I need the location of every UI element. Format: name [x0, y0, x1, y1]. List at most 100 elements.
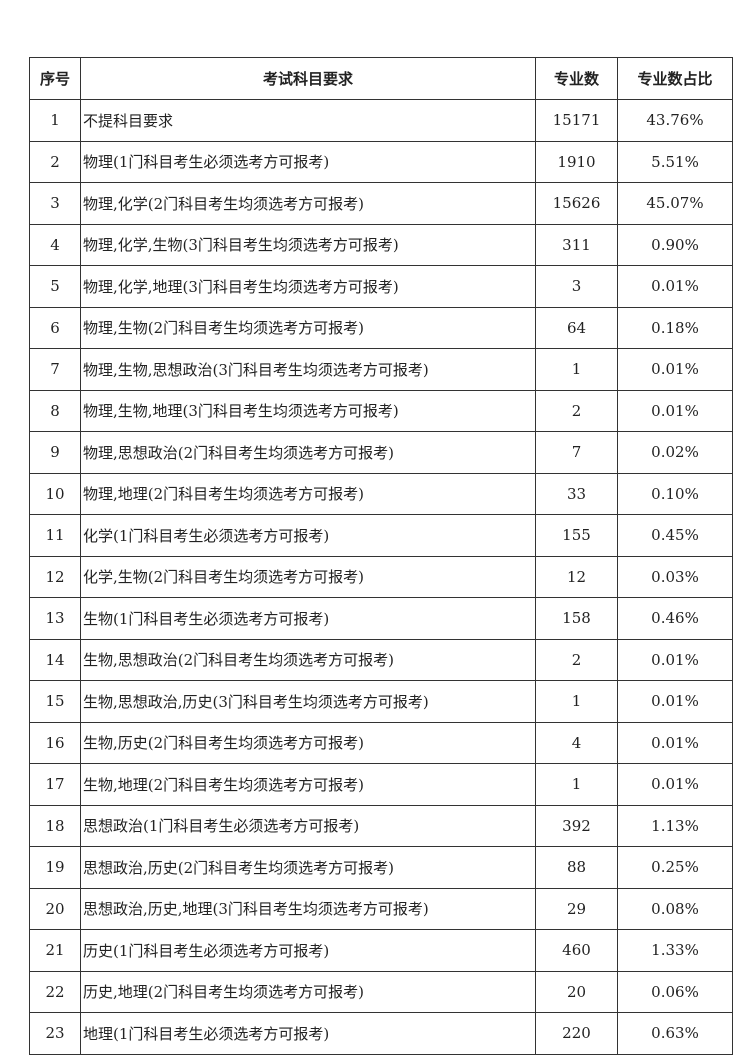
cell-ratio: 5.51% [617, 140, 733, 183]
cell-count: 311 [535, 223, 618, 266]
cell-requirement: 物理,生物(2门科目考生均须选考方可报考) [80, 306, 536, 349]
cell-requirement: 化学,生物(2门科目考生均须选考方可报考) [80, 555, 536, 598]
cell-index: 1 [29, 99, 81, 142]
cell-count: 3 [535, 265, 618, 308]
cell-ratio: 0.46% [617, 597, 733, 640]
cell-ratio: 0.01% [617, 638, 733, 681]
table-row: 18 思想政治(1门科目考生必须选考方可报考) 392 1.13% [29, 804, 733, 847]
cell-requirement: 生物(1门科目考生必须选考方可报考) [80, 597, 536, 640]
cell-count: 155 [535, 514, 618, 557]
cell-count: 7 [535, 431, 618, 474]
cell-ratio: 1.33% [617, 929, 733, 972]
cell-requirement: 不提科目要求 [80, 99, 536, 142]
cell-requirement: 生物,思想政治(2门科目考生均须选考方可报考) [80, 638, 536, 681]
cell-count: 12 [535, 555, 618, 598]
header-index: 序号 [29, 57, 81, 100]
cell-requirement: 物理,化学,地理(3门科目考生均须选考方可报考) [80, 265, 536, 308]
table-row: 14 生物,思想政治(2门科目考生均须选考方可报考) 2 0.01% [29, 638, 733, 681]
table-row: 3 物理,化学(2门科目考生均须选考方可报考) 15626 45.07% [29, 182, 733, 225]
table-row: 2 物理(1门科目考生必须选考方可报考) 1910 5.51% [29, 140, 733, 183]
table-row: 13 生物(1门科目考生必须选考方可报考) 158 0.46% [29, 597, 733, 640]
cell-count: 15171 [535, 99, 618, 142]
table-row: 11 化学(1门科目考生必须选考方可报考) 155 0.45% [29, 514, 733, 557]
cell-ratio: 0.25% [617, 846, 733, 889]
header-count: 专业数 [535, 57, 618, 100]
cell-index: 2 [29, 140, 81, 183]
cell-requirement: 生物,历史(2门科目考生均须选考方可报考) [80, 721, 536, 764]
cell-index: 22 [29, 970, 81, 1013]
cell-count: 1910 [535, 140, 618, 183]
cell-ratio: 0.01% [617, 389, 733, 432]
cell-index: 11 [29, 514, 81, 557]
cell-index: 18 [29, 804, 81, 847]
cell-index: 16 [29, 721, 81, 764]
cell-requirement: 地理(1门科目考生必须选考方可报考) [80, 1012, 536, 1055]
cell-ratio: 0.01% [617, 680, 733, 723]
cell-requirement: 化学(1门科目考生必须选考方可报考) [80, 514, 536, 557]
cell-requirement: 历史,地理(2门科目考生均须选考方可报考) [80, 970, 536, 1013]
cell-count: 1 [535, 680, 618, 723]
cell-count: 33 [535, 472, 618, 515]
cell-count: 20 [535, 970, 618, 1013]
cell-count: 392 [535, 804, 618, 847]
table-row: 12 化学,生物(2门科目考生均须选考方可报考) 12 0.03% [29, 555, 733, 598]
cell-ratio: 0.01% [617, 721, 733, 764]
cell-ratio: 0.90% [617, 223, 733, 266]
table-row: 16 生物,历史(2门科目考生均须选考方可报考) 4 0.01% [29, 721, 733, 764]
cell-requirement: 生物,思想政治,历史(3门科目考生均须选考方可报考) [80, 680, 536, 723]
cell-count: 88 [535, 846, 618, 889]
cell-ratio: 0.63% [617, 1012, 733, 1055]
cell-index: 15 [29, 680, 81, 723]
cell-ratio: 0.01% [617, 265, 733, 308]
cell-ratio: 0.03% [617, 555, 733, 598]
cell-index: 19 [29, 846, 81, 889]
cell-count: 4 [535, 721, 618, 764]
table-row: 15 生物,思想政治,历史(3门科目考生均须选考方可报考) 1 0.01% [29, 680, 733, 723]
cell-count: 29 [535, 887, 618, 930]
table-row: 8 物理,生物,地理(3门科目考生均须选考方可报考) 2 0.01% [29, 389, 733, 432]
cell-count: 64 [535, 306, 618, 349]
table-row: 23 地理(1门科目考生必须选考方可报考) 220 0.63% [29, 1012, 733, 1055]
table-row: 20 思想政治,历史,地理(3门科目考生均须选考方可报考) 29 0.08% [29, 887, 733, 930]
cell-ratio: 45.07% [617, 182, 733, 225]
header-ratio: 专业数占比 [617, 57, 733, 100]
cell-count: 15626 [535, 182, 618, 225]
cell-index: 14 [29, 638, 81, 681]
cell-index: 21 [29, 929, 81, 972]
cell-ratio: 0.01% [617, 763, 733, 806]
cell-count: 2 [535, 638, 618, 681]
cell-index: 5 [29, 265, 81, 308]
cell-ratio: 0.18% [617, 306, 733, 349]
table-row: 4 物理,化学,生物(3门科目考生均须选考方可报考) 311 0.90% [29, 223, 733, 266]
cell-count: 158 [535, 597, 618, 640]
cell-index: 3 [29, 182, 81, 225]
cell-ratio: 0.08% [617, 887, 733, 930]
cell-index: 8 [29, 389, 81, 432]
cell-requirement: 思想政治,历史(2门科目考生均须选考方可报考) [80, 846, 536, 889]
cell-requirement: 物理,思想政治(2门科目考生均须选考方可报考) [80, 431, 536, 474]
cell-requirement: 物理,化学(2门科目考生均须选考方可报考) [80, 182, 536, 225]
cell-ratio: 0.02% [617, 431, 733, 474]
cell-requirement: 物理,地理(2门科目考生均须选考方可报考) [80, 472, 536, 515]
cell-count: 220 [535, 1012, 618, 1055]
table-row: 10 物理,地理(2门科目考生均须选考方可报考) 33 0.10% [29, 472, 733, 515]
table-row: 6 物理,生物(2门科目考生均须选考方可报考) 64 0.18% [29, 306, 733, 349]
cell-requirement: 思想政治,历史,地理(3门科目考生均须选考方可报考) [80, 887, 536, 930]
cell-ratio: 0.01% [617, 348, 733, 391]
cell-index: 17 [29, 763, 81, 806]
cell-requirement: 物理,生物,思想政治(3门科目考生均须选考方可报考) [80, 348, 536, 391]
cell-requirement: 物理(1门科目考生必须选考方可报考) [80, 140, 536, 183]
cell-index: 23 [29, 1012, 81, 1055]
cell-ratio: 1.13% [617, 804, 733, 847]
header-requirement: 考试科目要求 [80, 57, 536, 100]
cell-index: 9 [29, 431, 81, 474]
subject-requirements-table: 序号 考试科目要求 专业数 专业数占比 1 不提科目要求 15171 43.76% 2 物… [29, 57, 733, 1055]
cell-index: 12 [29, 555, 81, 598]
cell-ratio: 0.45% [617, 514, 733, 557]
table-row: 17 生物,地理(2门科目考生均须选考方可报考) 1 0.01% [29, 763, 733, 806]
table-row: 9 物理,思想政治(2门科目考生均须选考方可报考) 7 0.02% [29, 431, 733, 474]
cell-index: 13 [29, 597, 81, 640]
table-row: 19 思想政治,历史(2门科目考生均须选考方可报考) 88 0.25% [29, 846, 733, 889]
cell-ratio: 0.06% [617, 970, 733, 1013]
cell-count: 2 [535, 389, 618, 432]
